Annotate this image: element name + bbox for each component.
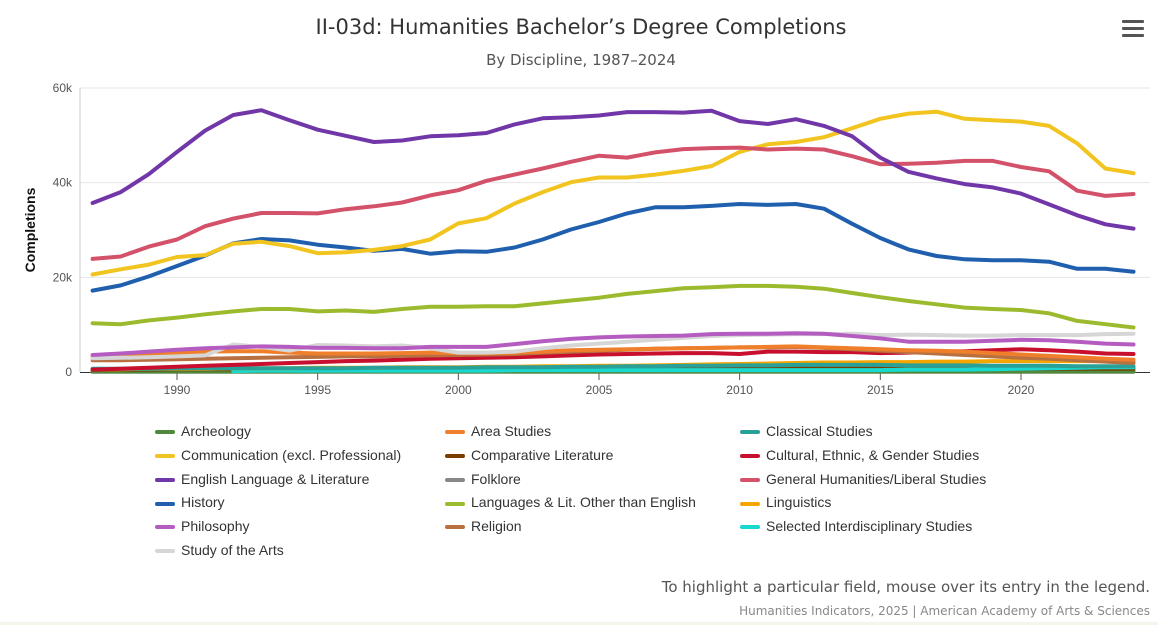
series-line-general-humanities-liberal-studies — [90, 145, 1136, 261]
hamburger-icon[interactable] — [1122, 20, 1144, 38]
x-tick-label: 2015 — [867, 383, 894, 397]
legend-label: Linguistics — [766, 494, 832, 511]
x-tick-label: 1990 — [164, 383, 191, 397]
legend-item[interactable]: Archeology — [155, 423, 251, 439]
credit-text: Humanities Indicators, 2025 | American A… — [739, 604, 1150, 618]
legend-item[interactable]: General Humanities/Liberal Studies — [740, 471, 986, 487]
legend-item[interactable]: Languages & Lit. Other than English — [445, 494, 696, 510]
series-line-selected-interdisciplinary-studies — [231, 365, 1136, 374]
series-line-english-language-literature — [90, 108, 1136, 231]
x-tick-label: 1995 — [304, 383, 331, 397]
legend-swatch — [445, 525, 465, 530]
y-tick-label: 60k — [53, 81, 73, 95]
legend-swatch — [155, 525, 175, 530]
series-line-area-studies — [90, 344, 1136, 362]
legend-label: Comparative Literature — [471, 446, 614, 463]
series-line-philosophy — [90, 331, 1136, 357]
hint-text: To highlight a particular field, mouse o… — [661, 578, 1150, 596]
legend-swatch — [445, 430, 465, 435]
series-line-communication-excl-professional- — [90, 109, 1136, 277]
legend-swatch — [740, 501, 760, 506]
legend-item[interactable]: Cultural, Ethnic, & Gender Studies — [740, 447, 979, 463]
legend-swatch — [445, 454, 465, 459]
legend-label: Religion — [471, 518, 522, 535]
legend-swatch — [155, 430, 175, 435]
y-tick-label: 20k — [53, 270, 73, 284]
legend-swatch — [740, 477, 760, 482]
legend-swatch — [445, 501, 465, 506]
legend-item[interactable]: Area Studies — [445, 423, 551, 439]
x-tick-label: 2000 — [445, 383, 472, 397]
legend-label: Selected Interdisciplinary Studies — [766, 518, 973, 535]
legend-swatch — [155, 477, 175, 482]
x-tick-label: 2005 — [586, 383, 613, 397]
legend-swatch — [155, 549, 175, 554]
legend-item[interactable]: Classical Studies — [740, 423, 873, 439]
legend-item[interactable]: Communication (excl. Professional) — [155, 447, 401, 463]
legend-item[interactable]: Religion — [445, 518, 522, 534]
bottom-border — [0, 622, 1158, 625]
series-line-classical-studies — [90, 362, 1136, 371]
series-line-history — [90, 202, 1136, 293]
legend-swatch — [740, 525, 760, 530]
legend-label: History — [181, 494, 225, 511]
chart-subtitle: By Discipline, 1987–2024 — [486, 51, 676, 69]
legend-label: Communication (excl. Professional) — [181, 446, 402, 463]
plot-area: 0 20k 40k 60k 1990 1995 2000 2005 2010 2015 2020 Co… — [22, 81, 1150, 397]
legend-label: Folklore — [471, 470, 521, 487]
legend-swatch — [445, 477, 465, 482]
legend-item[interactable]: Selected Interdisciplinary Studies — [740, 518, 972, 534]
legend-item[interactable]: Folklore — [445, 471, 521, 487]
legend-swatch — [155, 454, 175, 459]
legend-label: Cultural, Ethnic, & Gender Studies — [766, 446, 980, 463]
legend-label: Area Studies — [471, 423, 552, 439]
legend-swatch — [740, 454, 760, 459]
legend-item[interactable]: Study of the Arts — [155, 542, 284, 558]
legend-label: Philosophy — [181, 518, 250, 535]
legend-label: General Humanities/Liberal Studies — [766, 470, 987, 487]
legend-swatch — [155, 501, 175, 506]
legend-item[interactable]: Comparative Literature — [445, 447, 613, 463]
y-axis-label: Completions — [22, 187, 38, 272]
y-tick-label: 0 — [65, 365, 72, 379]
legend-label: English Language & Literature — [181, 470, 370, 487]
legend-item[interactable]: History — [155, 494, 225, 510]
legend-label: Archeology — [181, 423, 252, 439]
legend-item[interactable]: Philosophy — [155, 518, 250, 534]
chart-title: II-03d: Humanities Bachelor’s Degree Com… — [315, 15, 847, 39]
legend-label: Classical Studies — [766, 423, 873, 439]
legend-item[interactable]: Linguistics — [740, 494, 831, 510]
series-line-languages-lit-other-than-english — [90, 283, 1136, 330]
x-tick-label: 2020 — [1008, 383, 1035, 397]
legend-item[interactable]: English Language & Literature — [155, 471, 369, 487]
legend-swatch — [740, 430, 760, 435]
x-tick-label: 2010 — [726, 383, 753, 397]
y-tick-label: 40k — [53, 176, 73, 190]
legend-label: Languages & Lit. Other than English — [471, 494, 696, 511]
legend-label: Study of the Arts — [181, 542, 284, 558]
